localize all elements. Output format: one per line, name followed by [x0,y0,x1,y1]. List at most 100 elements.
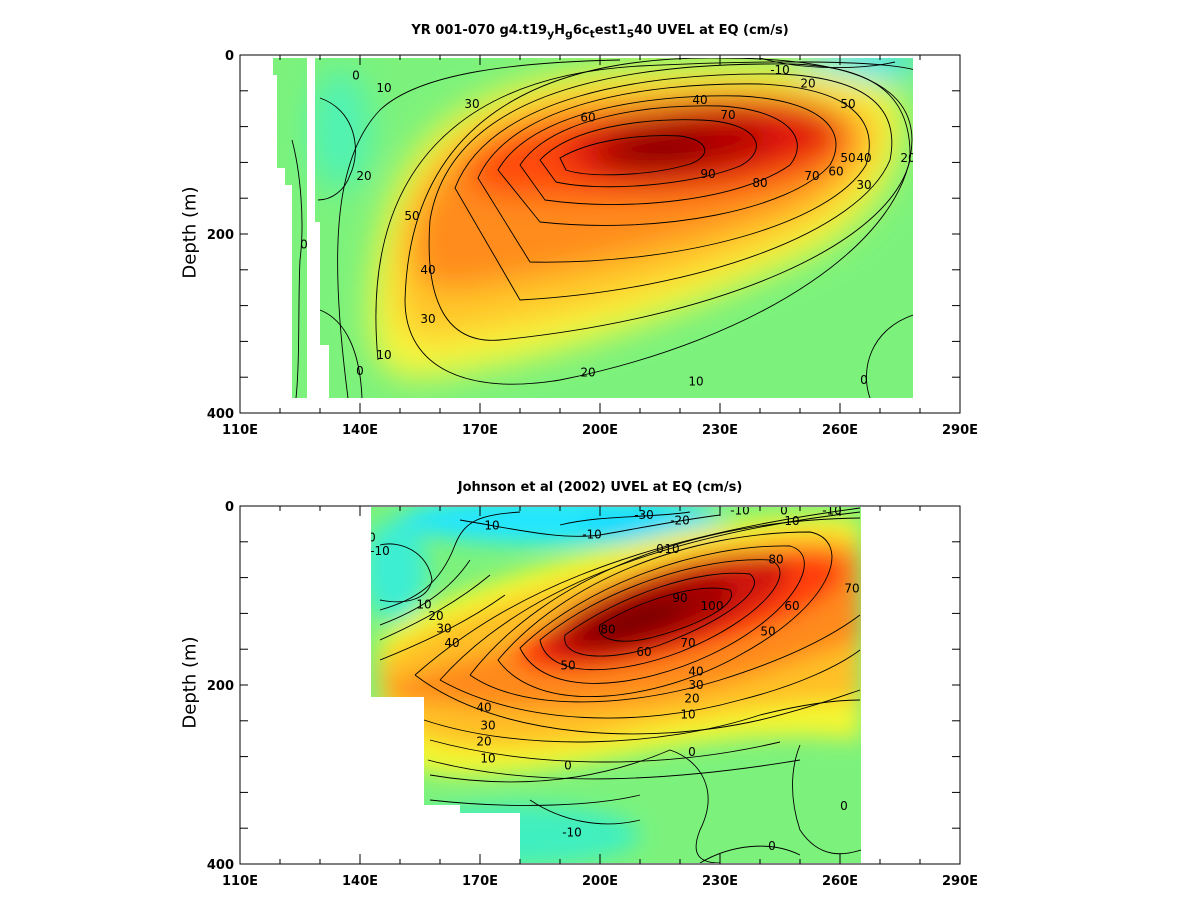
bottom-contour-label: 10 [484,519,499,533]
title-seg-5: t [589,27,595,41]
bottom-contour-label: 0 [368,530,376,544]
bottom-contour-label: 70 [844,581,859,595]
top-chart-title: YR 001-070 g4.t19yHg6ctest1540 UVEL at E… [240,23,960,41]
bottom-y-tick-label: 0 [225,500,234,515]
top-x-tick-label: 140E [342,423,378,438]
top-y-tick-label: 0 [225,49,234,64]
title-seg-0: YR 001-070 g4.t19 [411,23,548,38]
bottom-contour-label: 0 [564,759,572,773]
bottom-contour-label: 40 [688,665,703,679]
bottom-contour-label: 20 [684,691,699,705]
top-contour-label: 50 [840,97,855,111]
bottom-x-tick-label: 170E [462,874,498,889]
top-x-tick-label: 170E [462,423,498,438]
bottom-contour-label: 90 [672,591,687,605]
top-contour-label: 10 [688,375,703,389]
bottom-contour-label: 0 [780,503,788,517]
bottom-contour-label: 0 [768,839,776,853]
bottom-contour-label: 70 [680,636,695,650]
top-contour-label: 20 [900,151,915,165]
bottom-contour-label: 40 [860,611,875,625]
bottom-contour-label: -10 [562,826,582,840]
top-contour-label: 40 [856,151,871,165]
top-contour-label: 60 [828,164,843,178]
bottom-contour-label: 0 [840,799,848,813]
title-seg-7: 5 [626,27,635,41]
bottom-contour-label: 10 [860,674,875,688]
bottom-contour-label: -10 [822,503,842,517]
title-seg-1: y [547,27,555,41]
top-contour-label: 50 [840,151,855,165]
top-contour-label: 60 [580,111,595,125]
bottom-contour-label: 0 [688,745,696,759]
bottom-contour-label: 10 [416,597,431,611]
bottom-contour-label: 40 [444,636,459,650]
top-contour-label: 80 [752,176,767,190]
top-contour-label: 20 [800,77,815,91]
title-seg-8: 40 UVEL at EQ (cm/s) [634,23,789,38]
bottom-contour-label: 50 [560,658,575,672]
bottom-contour-label: 20 [428,609,443,623]
title-seg-6: est1 [594,23,627,38]
top-contour-label: 40 [420,263,435,277]
top-contour-label: -10 [770,63,790,77]
top-x-tick-label: 290E [942,423,978,438]
bottom-chart-title: Johnson et al (2002) UVEL at EQ (cm/s) [457,480,743,495]
bottom-contour-label: 80 [768,553,783,567]
top-contour-label: 30 [856,178,871,192]
top-contour-label: 70 [804,169,819,183]
top-contour-label: 20 [356,169,371,183]
top-y-tick-label: 200 [207,228,234,243]
bottom-contour-label: 10 [680,708,695,722]
top-contour-label: 0 [300,238,308,252]
bottom-contour-label: 40 [476,700,491,714]
bottom-contour-label: 30 [688,678,703,692]
bottom-x-tick-label: 140E [342,874,378,889]
top-contour-label: 10 [376,348,391,362]
bottom-contour-label: 20 [864,645,879,659]
top-contour-label: 30 [464,97,479,111]
bottom-contour-label: 100 [701,599,724,613]
title-seg-4: 6c [572,23,590,38]
bottom-y-tick-label: 400 [207,858,234,873]
bottom-x-tick-label: 290E [942,874,978,889]
title-seg-3: g [565,27,573,41]
top-contour-label: 50 [404,209,419,223]
bottom-x-tick-label: 200E [582,874,618,889]
top-contour-label: 0 [356,364,364,378]
bottom-contour-label: 10 [664,542,679,556]
bottom-contour-label: -10 [370,544,390,558]
top-x-tick-label: 260E [822,423,858,438]
bottom-contour-label: 10 [480,751,495,765]
bottom-contour-label: -20 [670,513,690,527]
bottom-contour-label: 50 [760,624,775,638]
top-contour-label: 20 [580,366,595,380]
top-contour-label: 0 [352,69,360,83]
top-x-tick-label: 230E [702,423,738,438]
top-contour-label: 70 [720,108,735,122]
top-contour-label: 10 [376,81,391,95]
top-y-tick-label: 400 [207,407,234,422]
top-x-tick-label: 110E [222,423,258,438]
top-contour-label: 0 [244,97,252,111]
top-contour-label: 10 [920,142,935,156]
top-contour-label: 0 [860,373,868,387]
bottom-contour-label: 30 [436,622,451,636]
top-contour-label: 90 [700,167,715,181]
top-x-tick-label: 200E [582,423,618,438]
bottom-contour-label: 10 [784,514,799,528]
bottom-contour-label: -10 [582,528,602,542]
top-contour-label: 30 [420,312,435,326]
bottom-x-tick-label: 110E [222,874,258,889]
bottom-contour-label: -10 [730,503,750,517]
bottom-contour-label: 30 [480,718,495,732]
bottom-y-tick-label: 200 [207,679,234,694]
bottom-x-tick-label: 260E [822,874,858,889]
top-contour-label: 0 [200,138,208,152]
bottom-contour-label: 30 [864,627,879,641]
bottom-contour-label: -30 [634,508,654,522]
